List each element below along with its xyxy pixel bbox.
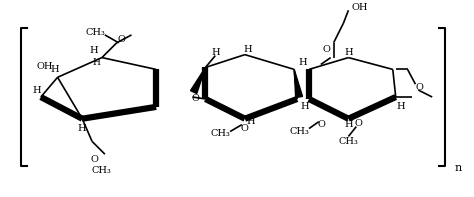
Text: H: H	[298, 58, 307, 67]
Text: O: O	[355, 119, 362, 128]
Polygon shape	[294, 69, 302, 98]
Text: CH₃: CH₃	[92, 166, 112, 176]
Text: H: H	[92, 58, 100, 67]
Text: CH₃: CH₃	[289, 127, 309, 136]
Text: OH: OH	[36, 62, 53, 71]
Text: H: H	[90, 46, 99, 55]
Text: H: H	[344, 120, 353, 129]
Text: H: H	[78, 124, 87, 133]
Text: H: H	[50, 65, 59, 74]
Text: H: H	[211, 48, 219, 57]
Text: H: H	[301, 102, 309, 111]
Polygon shape	[191, 67, 205, 94]
Text: H: H	[32, 86, 41, 95]
Text: O: O	[90, 155, 98, 164]
Text: H: H	[244, 45, 252, 54]
Text: H: H	[344, 48, 353, 57]
Text: O: O	[318, 120, 326, 129]
Text: CH₃: CH₃	[85, 28, 105, 37]
Text: CH₃: CH₃	[210, 129, 230, 138]
Text: O: O	[241, 124, 249, 133]
Text: O: O	[323, 45, 331, 54]
Text: OH: OH	[351, 3, 368, 12]
Text: H: H	[397, 102, 405, 111]
Text: O: O	[191, 95, 200, 103]
Text: CH₃: CH₃	[338, 137, 358, 146]
Text: O: O	[118, 35, 126, 44]
Text: O: O	[415, 83, 423, 92]
Text: n: n	[455, 163, 462, 173]
Text: H: H	[246, 117, 255, 126]
